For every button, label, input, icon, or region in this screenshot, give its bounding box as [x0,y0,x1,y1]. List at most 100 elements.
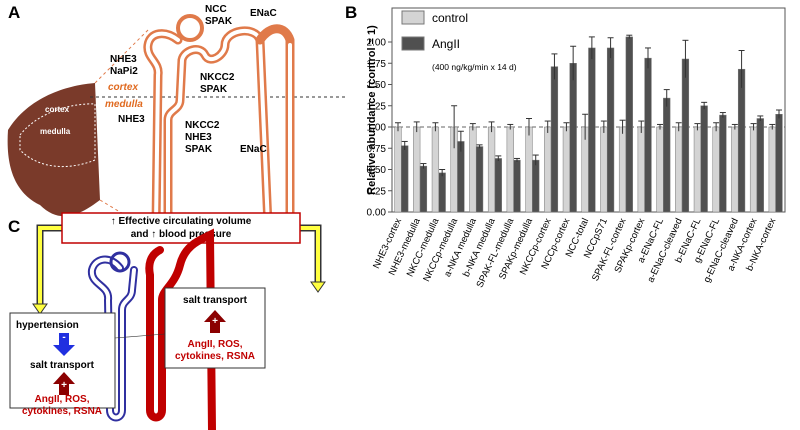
transporter-label: SPAK [205,16,233,27]
bar [475,146,484,213]
transporter-label: NCC [205,4,227,15]
bar [731,126,739,213]
factors: cytokines, RSNA [175,351,255,362]
bar [700,105,708,213]
bar [693,126,702,213]
bar [644,57,652,213]
kidney-label: medulla [40,127,71,136]
arrow [300,226,320,286]
bar [756,118,764,213]
bar [588,47,596,213]
bar [413,126,421,213]
effect-text: and ↑ blood pressure [131,229,232,240]
sign: + [212,316,218,327]
bar [656,126,664,213]
bar [525,126,533,213]
bar [749,126,758,213]
kidney-boundary [19,103,96,168]
bar [637,126,645,213]
y-tick-label: 2.00 [367,38,387,49]
transporter-label: SPAK [200,84,228,95]
legend-swatch [401,36,425,51]
factors: AngII, ROS, [35,394,90,405]
box-title: salt transport [183,295,248,306]
legend-swatch [401,10,425,25]
transporter-label: NKCC2 [200,72,235,83]
effect-text: ↑ Effective circulating volume [111,216,252,227]
arrow [36,224,62,308]
arrow [300,224,322,286]
factors: cytokines, RSNA [22,406,102,417]
bar [562,126,571,213]
y-tick-label: 1.50 [367,80,387,91]
kidney-section [7,83,101,217]
sign: + [61,380,67,391]
zone-label: cortex [108,82,138,93]
y-tick-label: 0.75 [367,144,387,155]
bar [600,126,608,213]
bar [569,63,577,213]
sign: - [62,332,65,343]
box-label: salt transport [30,360,95,371]
panel-label: B [345,3,357,22]
arrow-head [310,281,326,293]
bar [768,126,776,213]
box-title: hypertension [16,320,79,331]
factors: AngII, ROS, [188,339,243,350]
bar [419,165,428,213]
panel-c: C ↑ Effective circulating volume and ↑ b… [8,212,326,430]
legend-label: AngII [432,37,460,51]
y-tick-label: 0.25 [367,186,387,197]
bar [663,97,671,213]
bar [438,172,446,213]
transporter-label: NHE3 [118,114,145,125]
bar [737,68,746,213]
transporter-label: NKCC2 [185,120,220,131]
transporter-label: ENaC [250,8,277,19]
kidney-label: cortex [45,105,70,114]
transporter-label: ENaC [240,144,267,155]
nephron-c [87,228,216,430]
up-arrow [204,310,226,333]
transporter-label: SPAK [185,144,213,155]
nephron [143,14,295,237]
bar [469,126,477,213]
bar [401,145,409,213]
bar [494,158,502,213]
arrow-head [32,303,48,315]
bar [719,114,727,213]
y-tick-label: 1.00 [367,123,387,134]
legend-note: (400 ng/kg/min x 14 d) [432,62,517,72]
arrow [38,226,62,308]
bar [487,126,496,213]
bar [431,126,440,213]
bar [775,114,783,213]
bar [513,159,521,213]
bar [394,126,402,213]
panel-label: A [8,3,20,22]
panel-a: A cortex medulla NCC SPAK ENaC NHE3 NaPi… [7,3,345,237]
y-tick-label: 0.50 [367,165,387,176]
transporter-label: NaPi2 [110,66,138,77]
bar [606,47,615,213]
panel-b: B Relative abundance (control = 1) 0.00 0… [345,3,786,290]
bar [675,126,683,213]
y-tick-label: 1.75 [367,59,387,70]
bar [532,159,540,213]
y-tick-label: 0.00 [367,208,387,219]
bar [618,126,627,213]
bar [506,126,514,213]
zoom-line [94,27,151,84]
legend-label: control [432,11,468,25]
bar [712,126,720,213]
y-axis-label: Relative abundance (control = 1) [366,25,378,195]
connector [114,333,166,339]
bar [544,126,552,213]
y-tick-label: 1.25 [367,101,387,112]
bar [550,66,559,213]
transporter-label: NHE3 [110,54,137,65]
down-arrow [53,333,75,356]
bar [681,58,690,213]
effect-box [61,212,301,244]
